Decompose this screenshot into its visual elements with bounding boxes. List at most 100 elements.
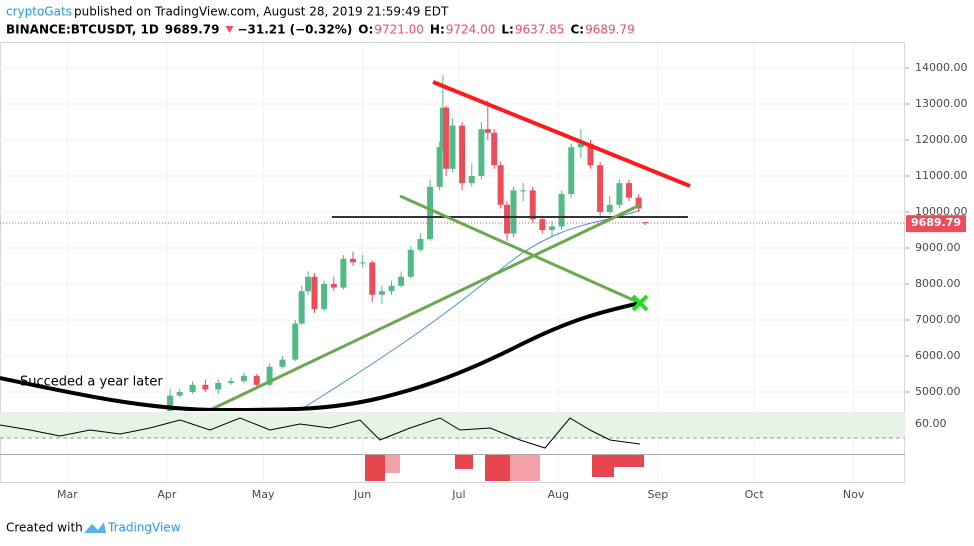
candle-body bbox=[292, 323, 299, 360]
candle-body bbox=[449, 125, 456, 169]
candle-body bbox=[626, 183, 633, 198]
candle-body bbox=[305, 276, 312, 292]
header-item: H: bbox=[430, 23, 445, 37]
candle-body bbox=[529, 190, 536, 220]
candle-body bbox=[321, 284, 328, 310]
candle-body bbox=[176, 392, 183, 396]
header-item: L: bbox=[501, 23, 513, 37]
y-tick-label: 11000.00 bbox=[915, 169, 968, 182]
candle-body bbox=[436, 147, 443, 187]
candle-body bbox=[340, 258, 347, 288]
y-tick-label: 13000.00 bbox=[915, 97, 968, 110]
indicator-level: 60.00 bbox=[915, 417, 947, 430]
candle-body bbox=[439, 107, 446, 148]
candle-body bbox=[558, 194, 565, 227]
header-item: 9721.00 bbox=[374, 23, 424, 37]
published: published on TradingView.com, August 28,… bbox=[74, 5, 449, 19]
candle-body bbox=[484, 129, 491, 133]
y-tick-label: 5000.00 bbox=[915, 385, 961, 398]
candle-body bbox=[215, 383, 222, 390]
candle-body bbox=[228, 381, 235, 383]
last-price-tag bbox=[906, 215, 966, 233]
candle-body bbox=[311, 276, 318, 310]
frame bbox=[0, 42, 905, 483]
candle-body bbox=[378, 291, 385, 295]
candle-body bbox=[279, 359, 286, 367]
candle-body bbox=[548, 226, 555, 230]
y-tick-label: 8000.00 bbox=[915, 277, 961, 290]
candle-body bbox=[478, 129, 485, 176]
x-tick-label: Aug bbox=[548, 488, 569, 501]
logo bbox=[84, 522, 106, 533]
candle-body bbox=[568, 147, 575, 194]
candle-body bbox=[330, 284, 337, 288]
trend-line bbox=[209, 203, 641, 411]
candle-body bbox=[459, 125, 466, 184]
y-tick-label: 6000.00 bbox=[915, 349, 961, 362]
candle-body bbox=[635, 197, 642, 209]
down-arrow bbox=[225, 26, 234, 33]
y-tick-label: 9000.00 bbox=[915, 241, 961, 254]
x-tick-label: Jul bbox=[451, 488, 465, 501]
footer-created: Created with bbox=[6, 521, 83, 535]
candle-body bbox=[587, 143, 594, 166]
candle-body bbox=[577, 143, 584, 148]
indicator-line bbox=[0, 417, 641, 449]
candle-body bbox=[167, 395, 174, 411]
candle-body bbox=[606, 204, 613, 212]
hist-bar bbox=[614, 455, 644, 467]
plot: Succeded a year later bbox=[0, 75, 905, 411]
moving-average bbox=[299, 209, 641, 411]
header-item: 9724.00 bbox=[446, 23, 496, 37]
hist-bar bbox=[455, 455, 473, 469]
header-item: 9689.79 bbox=[585, 23, 635, 37]
header-item: C: bbox=[570, 23, 584, 37]
candle-body bbox=[407, 249, 414, 277]
y-tick-label: 12000.00 bbox=[915, 133, 968, 146]
hist-bar bbox=[592, 455, 614, 477]
symbol-line: BINANCE:BTCUSDT, 1D 9689.79 −31.21 (−0.32%… bbox=[6, 23, 635, 37]
x-tick-label: Jun bbox=[353, 488, 371, 501]
candle-body bbox=[189, 384, 196, 392]
candle-body bbox=[539, 219, 546, 230]
candle-body bbox=[266, 366, 273, 385]
candle-body bbox=[491, 132, 498, 166]
y-tick-label: 7000.00 bbox=[915, 313, 961, 326]
grid bbox=[0, 43, 905, 482]
y-tick-label: 10000.00 bbox=[915, 205, 968, 218]
resistance-line bbox=[432, 80, 691, 188]
y-tick-label: 14000.00 bbox=[915, 61, 968, 74]
target-mark bbox=[631, 294, 649, 312]
author[interactable]: cryptoGats bbox=[6, 5, 72, 19]
x-tick-label: May bbox=[252, 488, 275, 501]
projection-curve bbox=[0, 301, 641, 411]
candle-body bbox=[520, 190, 527, 192]
candle-body bbox=[350, 258, 357, 263]
candle-body bbox=[369, 262, 376, 295]
last-price-label: 9689.79 bbox=[911, 216, 961, 229]
candle-body bbox=[510, 190, 517, 234]
x-tick-label: Apr bbox=[157, 488, 177, 501]
footer-brand[interactable]: TradingView bbox=[107, 521, 181, 535]
candle-body bbox=[359, 262, 366, 264]
candle-body bbox=[298, 291, 305, 324]
candle-body bbox=[202, 384, 209, 390]
hist-bar bbox=[365, 455, 385, 481]
candles bbox=[167, 75, 649, 411]
x-tick-label: Oct bbox=[745, 488, 765, 501]
candle-body bbox=[497, 165, 504, 205]
candle-body bbox=[504, 204, 511, 234]
hist-bar bbox=[485, 455, 510, 481]
candle-body bbox=[240, 375, 247, 382]
hist-bar bbox=[385, 455, 400, 473]
header-item: −31.21 (−0.32%) bbox=[237, 23, 352, 37]
candle-body bbox=[253, 375, 260, 385]
candle-body bbox=[597, 165, 604, 212]
candle-body bbox=[443, 107, 450, 169]
header-item: BINANCE:BTCUSDT, 1D bbox=[6, 23, 159, 37]
annotation: Succeded a year later bbox=[20, 375, 163, 390]
candle-body bbox=[616, 183, 623, 205]
header-item: O: bbox=[358, 23, 373, 37]
candle-body bbox=[468, 176, 475, 184]
header-item: 9689.79 bbox=[165, 23, 220, 37]
